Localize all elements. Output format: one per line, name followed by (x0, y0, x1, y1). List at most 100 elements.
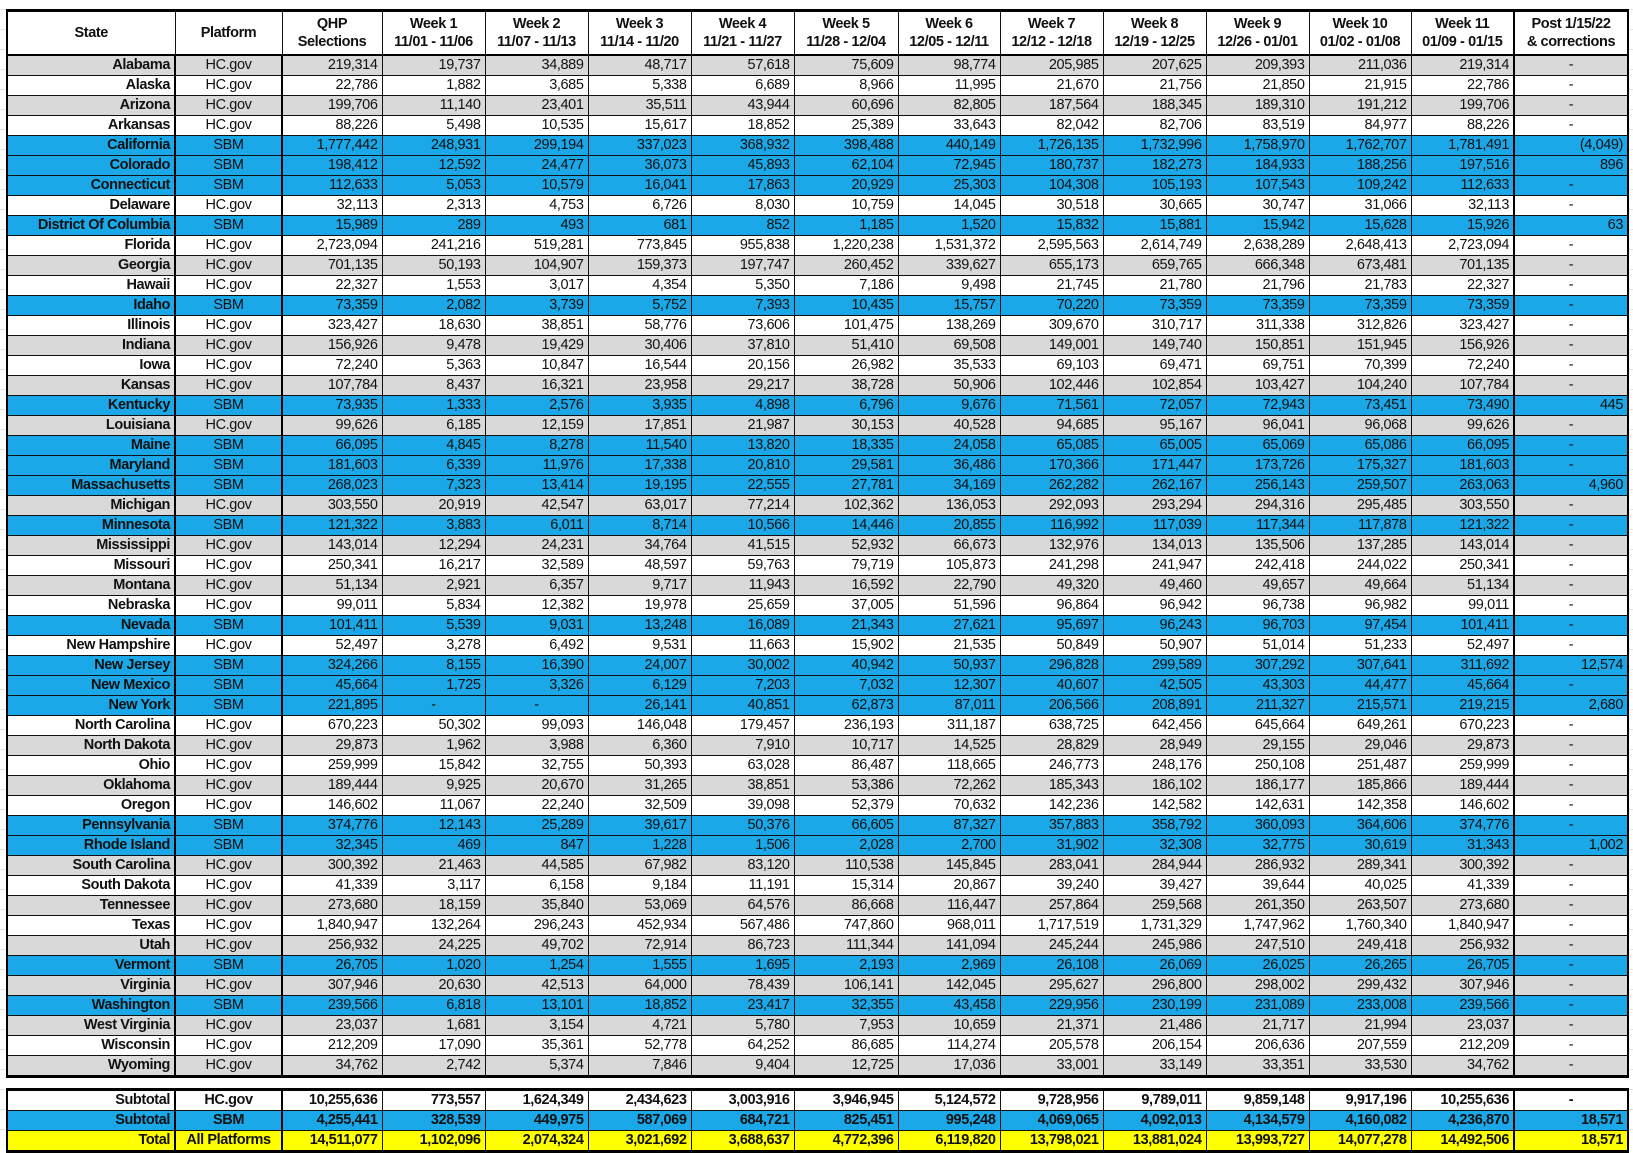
cell-week-9: 189,310 (1205, 95, 1310, 116)
column-header-week-4: Week 4 11/21 - 11/27 (690, 9, 795, 56)
cell-week-7: 82,042 (999, 115, 1104, 136)
cell-week-6: 34,169 (897, 475, 1001, 496)
cell-week-7: 94,685 (999, 415, 1104, 436)
cell-week-6: 9,498 (897, 275, 1001, 296)
cell-state: Minnesota (6, 515, 176, 536)
cell-week-2: 10,847 (484, 355, 589, 376)
cell-post-corrections: - (1513, 1089, 1629, 1111)
cell-qhp-selections: 22,327 (281, 275, 383, 296)
table-row: Washington SBM 239,566 6,818 13,101 18,852 23,… (6, 995, 1629, 1016)
table-row: South Carolina HC.gov 300,392 21,463 44,585 6… (6, 855, 1629, 876)
cell-week-11: 146,602 (1410, 795, 1515, 816)
cell-week-8: 21,780 (1102, 275, 1207, 296)
cell-week-5: 4,772,396 (793, 1130, 899, 1153)
cell-week-2: 3,154 (484, 1015, 589, 1036)
cell-week-1: 3,278 (381, 635, 486, 656)
cell-week-11: 72,240 (1410, 355, 1515, 376)
cell-week-2: 32,755 (484, 755, 589, 776)
column-header-week-8: Week 8 12/19 - 12/25 (1102, 9, 1207, 56)
column-header-week-5: Week 5 11/28 - 12/04 (793, 9, 899, 56)
cell-week-4: 38,851 (690, 775, 795, 796)
cell-week-3: 587,069 (587, 1110, 692, 1131)
table-row: California SBM 1,777,442 248,931 299,194 337,… (6, 135, 1629, 156)
cell-week-1: 18,159 (381, 895, 486, 916)
cell-state: Texas (6, 915, 176, 936)
cell-week-6: 87,327 (897, 815, 1001, 836)
cell-week-4: 45,893 (690, 155, 795, 176)
cell-week-10: 73,451 (1308, 395, 1412, 416)
cell-week-9: 298,002 (1205, 975, 1310, 996)
cell-qhp-selections: 1,777,442 (281, 135, 383, 156)
cell-week-7: 102,446 (999, 375, 1104, 396)
cell-week-5: 51,410 (793, 335, 899, 356)
cell-week-2: 42,547 (484, 495, 589, 516)
cell-week-5: 3,946,945 (793, 1089, 899, 1111)
cell-week-6: 995,248 (897, 1110, 1001, 1131)
cell-week-6: 51,596 (897, 595, 1001, 616)
cell-week-5: 10,717 (793, 735, 899, 756)
cell-platform: SBM (174, 435, 283, 456)
cell-week-5: 27,781 (793, 475, 899, 496)
cell-week-6: 138,269 (897, 315, 1001, 336)
cell-state: Oregon (6, 795, 176, 816)
cell-week-9: 261,350 (1205, 895, 1310, 916)
cell-week-10: 49,664 (1308, 575, 1412, 596)
cell-week-4: 37,810 (690, 335, 795, 356)
cell-platform: HC.gov (174, 715, 283, 736)
cell-week-10: 649,261 (1308, 715, 1412, 736)
cell-week-4: 7,910 (690, 735, 795, 756)
cell-week-8: 262,167 (1102, 475, 1207, 496)
cell-week-7: 30,518 (999, 195, 1104, 216)
header-line-1: Week 7 (1027, 16, 1076, 32)
cell-week-6: 1,531,372 (897, 235, 1001, 256)
cell-week-2: 1,624,349 (484, 1089, 589, 1111)
cell-week-1: 248,931 (381, 135, 486, 156)
cell-week-9: 135,506 (1205, 535, 1310, 556)
cell-post-corrections: - (1513, 955, 1629, 976)
cell-week-1: 1,553 (381, 275, 486, 296)
cell-state: West Virginia (6, 1015, 176, 1036)
cell-week-8: 26,069 (1102, 955, 1207, 976)
cell-week-1: 1,333 (381, 395, 486, 416)
cell-platform: HC.gov (174, 335, 283, 356)
cell-week-7: 245,244 (999, 935, 1104, 956)
cell-week-5: 40,942 (793, 655, 899, 676)
cell-week-11: 45,664 (1410, 675, 1515, 696)
cell-week-4: 83,120 (690, 855, 795, 876)
cell-state: Virginia (6, 975, 176, 996)
cell-week-11: 73,359 (1410, 295, 1515, 316)
cell-week-5: 101,475 (793, 315, 899, 336)
cell-week-6: 136,053 (897, 495, 1001, 516)
cell-week-8: 96,243 (1102, 615, 1207, 636)
cell-week-8: 248,176 (1102, 755, 1207, 776)
header-line-2: 11/28 - 12/04 (806, 34, 886, 50)
cell-week-5: 260,452 (793, 255, 899, 276)
cell-week-1: 17,090 (381, 1035, 486, 1056)
cell-post-corrections: - (1513, 235, 1629, 256)
cell-week-7: 116,992 (999, 515, 1104, 536)
cell-week-9: 307,292 (1205, 655, 1310, 676)
cell-state: New York (6, 695, 176, 716)
cell-week-11: 112,633 (1410, 175, 1515, 196)
cell-week-7: 229,956 (999, 995, 1104, 1016)
cell-week-9: 186,177 (1205, 775, 1310, 796)
cell-post-corrections: - (1513, 735, 1629, 756)
cell-week-9: 1,747,962 (1205, 915, 1310, 936)
cell-week-9: 15,942 (1205, 215, 1310, 236)
cell-week-2: 847 (484, 835, 589, 856)
cell-week-6: 82,805 (897, 95, 1001, 116)
cell-week-9: 9,859,148 (1205, 1089, 1310, 1111)
cell-post-corrections: - (1513, 775, 1629, 796)
cell-qhp-selections: 307,946 (281, 975, 383, 996)
cell-platform: All Platforms (174, 1130, 283, 1153)
cell-week-10: 312,826 (1308, 315, 1412, 336)
table-row: Colorado SBM 198,412 12,592 24,477 36,073 45,8… (6, 155, 1629, 176)
cell-week-10: 15,628 (1308, 215, 1412, 236)
table-row: Wyoming HC.gov 34,762 2,742 5,374 7,846 9,404 1… (6, 1055, 1629, 1078)
cell-week-9: 72,943 (1205, 395, 1310, 416)
cell-week-4: 41,515 (690, 535, 795, 556)
cell-week-11: 156,926 (1410, 335, 1515, 356)
cell-week-11: 52,497 (1410, 635, 1515, 656)
cell-week-4: 25,659 (690, 595, 795, 616)
header-line-2: 01/02 - 01/08 (1319, 34, 1401, 50)
